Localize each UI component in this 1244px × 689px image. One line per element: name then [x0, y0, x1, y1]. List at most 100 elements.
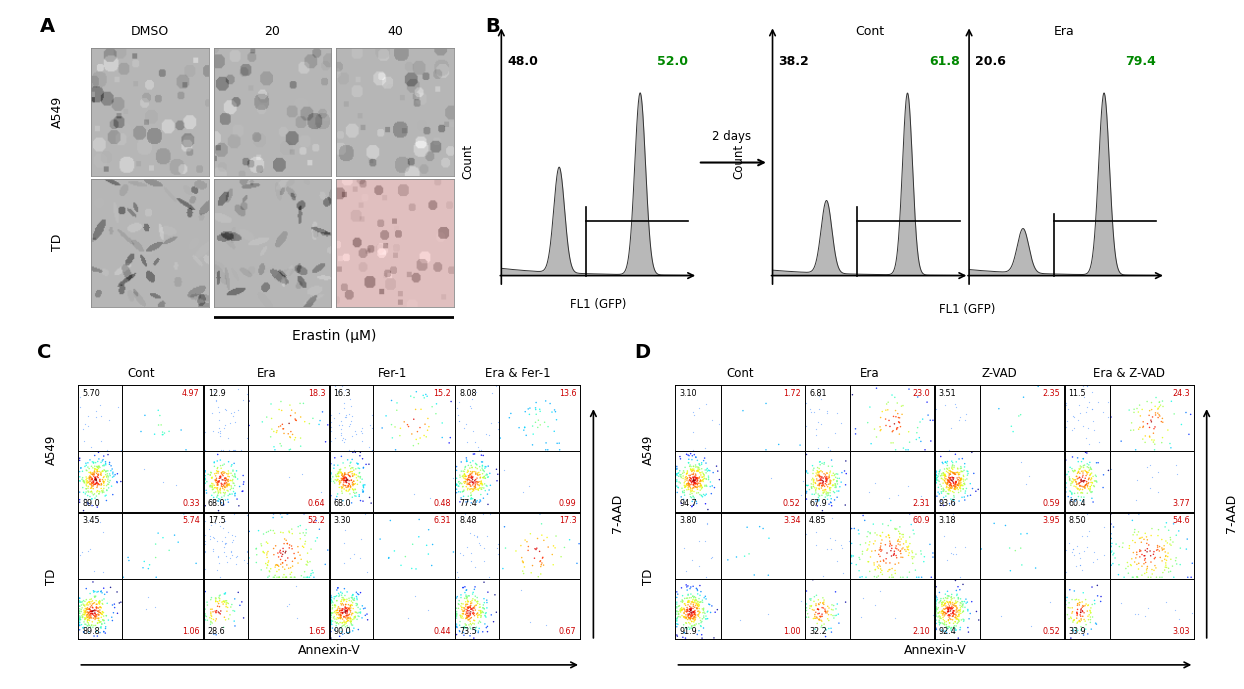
Point [469, 485, 489, 496]
Point [1074, 601, 1093, 612]
Point [949, 487, 969, 498]
Point [888, 412, 908, 423]
Point [215, 595, 235, 606]
Point [216, 480, 236, 491]
Point [470, 606, 490, 617]
Point [267, 572, 287, 583]
Point [478, 461, 498, 472]
Point [264, 525, 284, 536]
Point [700, 465, 720, 476]
Point [530, 406, 550, 417]
Point [233, 486, 253, 497]
Point [90, 596, 109, 607]
Text: 3.10: 3.10 [679, 389, 697, 398]
Point [200, 608, 220, 619]
Point [806, 600, 826, 611]
Point [678, 606, 698, 617]
Point [207, 613, 226, 624]
Point [355, 603, 374, 614]
Text: 67.9: 67.9 [809, 499, 827, 508]
Point [88, 597, 108, 608]
Point [942, 455, 962, 466]
Point [343, 479, 363, 490]
Point [675, 609, 695, 620]
Point [1081, 480, 1101, 491]
Point [479, 471, 499, 482]
Point [72, 612, 92, 623]
Point [387, 398, 407, 409]
Point [947, 604, 967, 615]
Point [1069, 466, 1088, 477]
Point [346, 612, 366, 623]
Point [332, 469, 352, 480]
Point [458, 615, 478, 626]
Point [519, 541, 539, 552]
Point [699, 599, 719, 610]
Point [440, 432, 460, 443]
Point [674, 487, 694, 498]
Point [886, 568, 906, 579]
Point [223, 470, 243, 481]
Text: 52.2: 52.2 [307, 516, 325, 526]
Point [908, 422, 928, 433]
Point [679, 478, 699, 489]
Point [327, 607, 347, 618]
Point [478, 621, 498, 632]
Point [404, 488, 424, 499]
Point [87, 485, 107, 496]
Point [801, 481, 821, 492]
Point [953, 606, 973, 617]
Point [1086, 617, 1106, 628]
Point [351, 587, 371, 598]
Point [83, 483, 103, 494]
Point [337, 602, 357, 613]
Point [680, 588, 700, 599]
Point [488, 543, 508, 554]
Point [473, 460, 493, 471]
Point [899, 532, 919, 543]
Point [954, 615, 974, 626]
Point [812, 480, 832, 491]
Point [342, 590, 362, 601]
Point [954, 477, 974, 489]
Point [694, 453, 714, 464]
Point [340, 604, 360, 615]
Point [407, 387, 427, 398]
Point [1156, 557, 1176, 568]
Point [95, 589, 114, 600]
Point [207, 468, 226, 479]
Point [1086, 475, 1106, 486]
Point [954, 471, 974, 482]
Point [272, 557, 292, 568]
Point [514, 568, 534, 579]
Point [345, 479, 364, 490]
Text: 1.65: 1.65 [307, 626, 325, 635]
Point [687, 599, 707, 610]
Point [1127, 546, 1147, 557]
Point [86, 599, 106, 610]
Point [468, 610, 488, 621]
Point [1127, 608, 1147, 619]
Point [312, 407, 332, 418]
Point [422, 560, 442, 571]
Point [693, 476, 713, 487]
Point [939, 480, 959, 491]
Point [899, 566, 919, 577]
Point [1062, 465, 1082, 476]
Point [108, 402, 128, 413]
Point [674, 598, 694, 609]
Point [85, 466, 104, 477]
Point [809, 494, 829, 505]
Point [1135, 555, 1154, 566]
Point [760, 472, 780, 483]
Text: Cont: Cont [127, 367, 156, 380]
Point [333, 537, 353, 548]
Point [90, 486, 109, 497]
Point [1136, 557, 1156, 568]
Point [80, 467, 100, 478]
Point [682, 466, 702, 477]
Point [214, 595, 234, 606]
Point [685, 613, 705, 624]
Point [465, 469, 485, 480]
Point [1142, 404, 1162, 415]
